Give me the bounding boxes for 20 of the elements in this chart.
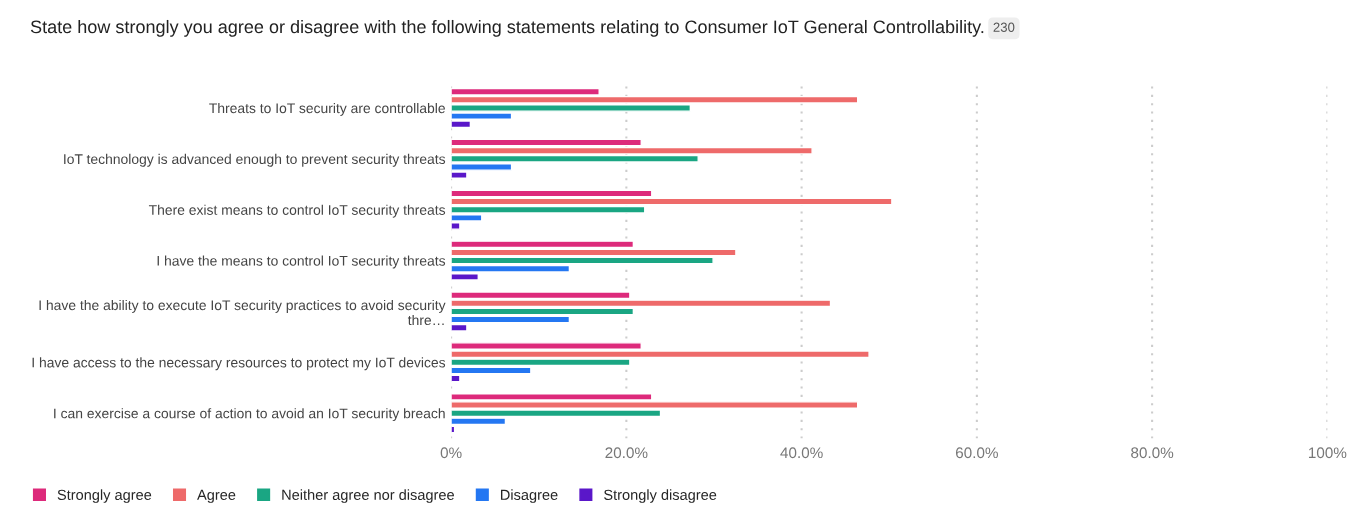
x-tick-label: 40.0% xyxy=(780,447,823,459)
y-tick-label: I have the ability to execute IoT security practices to avoid security thre… xyxy=(39,299,446,326)
y-tick-label: There exist means to control IoT security threats xyxy=(148,204,446,218)
x-tick-label: 0% xyxy=(440,447,462,459)
y-tick-label: I have access to the necessary resources to protect my IoT devices xyxy=(32,357,446,371)
legend-label: Strongly disagree xyxy=(604,489,717,503)
y-tick-label: IoT technology is advanced enough to prevent security threats xyxy=(64,153,446,167)
y-tick-label: I can exercise a course of action to avoid an IoT security breach xyxy=(54,408,445,422)
y-tick-label: Threats to IoT security are controllable xyxy=(209,102,445,116)
chart-title: State how strongly you agree or disagree with the following statements relating to Consumer IoT General Controllability. xyxy=(30,19,984,37)
x-tick-label: 100% xyxy=(1308,447,1347,459)
legend-label: Agree xyxy=(197,489,236,503)
x-tick-label: 80.0% xyxy=(1131,447,1174,459)
text: 230 xyxy=(993,22,1015,32)
legend-label: Strongly agree xyxy=(57,489,152,503)
x-tick-label: 20.0% xyxy=(605,447,648,459)
x-tick-label: 60.0% xyxy=(955,447,998,459)
y-tick-label: I have the means to control IoT security threats xyxy=(157,255,446,269)
legend-label: Disagree xyxy=(501,489,558,503)
legend-label: Neither agree nor disagree xyxy=(282,489,454,503)
